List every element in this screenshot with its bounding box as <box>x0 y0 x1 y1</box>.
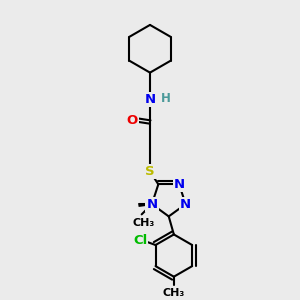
Text: S: S <box>145 165 155 178</box>
Text: Cl: Cl <box>133 234 147 248</box>
Text: CH₃: CH₃ <box>132 218 154 228</box>
Text: N: N <box>144 93 156 106</box>
Text: H: H <box>161 92 171 105</box>
Text: N: N <box>180 198 191 211</box>
Text: CH₃: CH₃ <box>163 288 185 298</box>
Text: N: N <box>146 198 158 211</box>
Text: N: N <box>174 178 185 191</box>
Text: O: O <box>127 115 138 128</box>
